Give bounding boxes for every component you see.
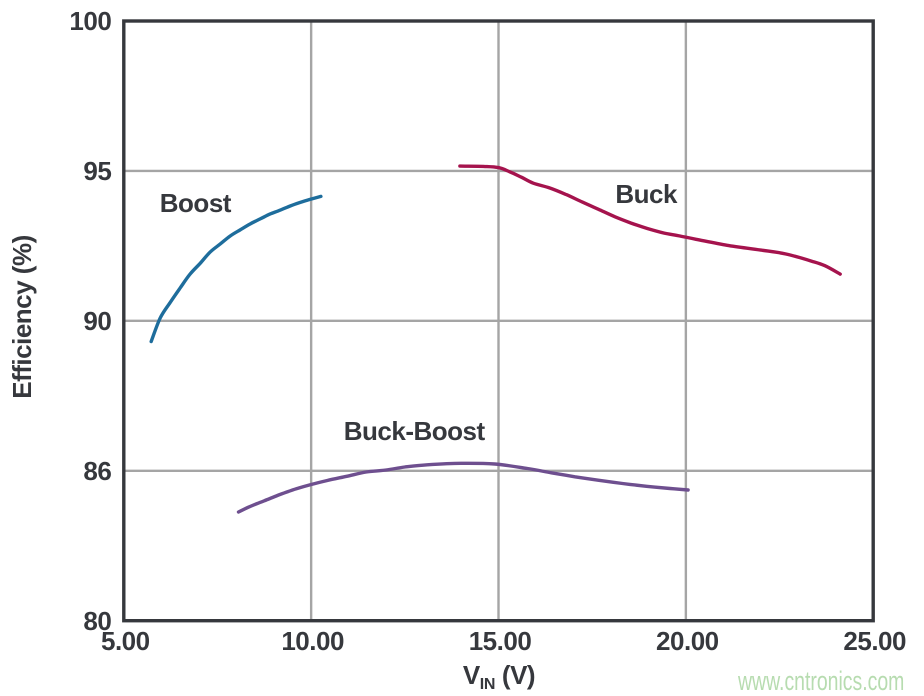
- curve-buck: [458, 164, 842, 276]
- series-label-boost: Boost: [159, 188, 232, 218]
- x-axis-title-subscript: IN: [479, 676, 496, 693]
- x-tick-label-25.00: 25.00: [843, 626, 906, 656]
- curve-boost: [149, 194, 323, 344]
- x-axis-title: VIN (V): [462, 660, 536, 693]
- y-axis-title: Efficiency (%): [7, 235, 37, 399]
- x-axis-title-unit: (V): [501, 660, 536, 690]
- y-tick-label-90: 90: [83, 305, 112, 336]
- y-tick-label-86: 86: [83, 455, 112, 486]
- y-tick-label-95: 95: [83, 155, 112, 186]
- y-tick-label-80: 80: [83, 605, 112, 636]
- watermark: www.cntronics.com: [738, 666, 905, 696]
- x-tick-label-20.00: 20.00: [656, 626, 719, 656]
- x-tick-label-10.00: 10.00: [281, 626, 344, 656]
- series-label-buck: Buck: [615, 179, 677, 209]
- x-tick-label-15.00: 15.00: [468, 626, 532, 656]
- x-axis-title-symbol: V: [462, 660, 480, 690]
- series-label-buck-boost: Buck-Boost: [343, 416, 485, 447]
- curve-buck-boost: [236, 461, 690, 514]
- x-tick-label-5.00: 5.00: [100, 626, 150, 656]
- plot-border: [122, 19, 875, 623]
- y-tick-label-100: 100: [69, 6, 112, 36]
